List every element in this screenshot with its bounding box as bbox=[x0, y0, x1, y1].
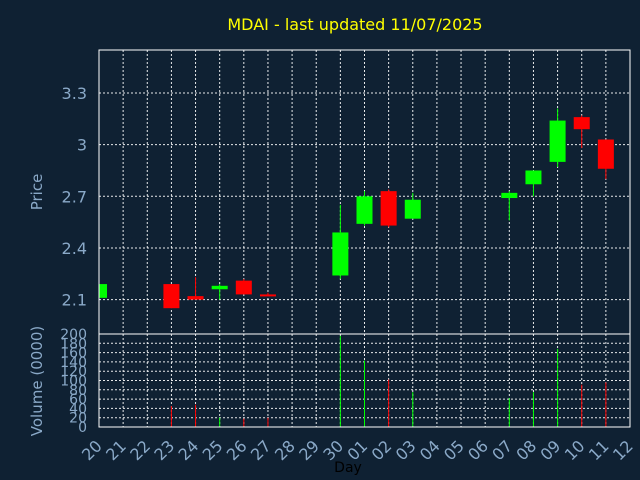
price-tick-label: 2.1 bbox=[62, 291, 87, 310]
volume-tick-label: 40 bbox=[69, 401, 87, 417]
volume-axis-label: Volume (0000) bbox=[28, 326, 46, 436]
volume-tick-label: 20 bbox=[69, 411, 87, 427]
volume-tick-label: 80 bbox=[69, 383, 87, 399]
candle-body bbox=[597, 139, 614, 169]
volume-tick-label: 160 bbox=[60, 346, 87, 362]
candle-body bbox=[163, 284, 180, 309]
candle-body bbox=[235, 280, 252, 295]
volume-tick-label: 120 bbox=[60, 364, 87, 380]
price-tick-label: 2.7 bbox=[62, 187, 87, 206]
candle-body bbox=[187, 296, 204, 300]
candle-body bbox=[99, 284, 107, 298]
candle-body bbox=[501, 192, 518, 199]
candle-body bbox=[332, 232, 349, 276]
volume-tick-label: 100 bbox=[60, 374, 87, 390]
x-axis-label: Day bbox=[334, 460, 362, 476]
x-tick-label: 12 bbox=[609, 436, 637, 464]
candle-body bbox=[549, 120, 566, 162]
price-tick-label: 2.4 bbox=[62, 239, 87, 258]
volume-panel-frame bbox=[98, 333, 631, 428]
volume-tick-label: 60 bbox=[69, 392, 87, 408]
price-tick-label: 3.3 bbox=[62, 84, 87, 103]
volume-tick-label: 0 bbox=[78, 420, 87, 436]
candle-body bbox=[356, 196, 373, 224]
candle-body bbox=[404, 199, 421, 219]
candle-body bbox=[525, 170, 542, 185]
candle-body bbox=[211, 285, 228, 290]
volume-tick-label: 180 bbox=[60, 336, 87, 352]
price-axis-label: Price bbox=[28, 174, 46, 211]
volume-tick-label: 140 bbox=[60, 355, 87, 371]
candle-body bbox=[259, 294, 276, 297]
chart-title: MDAI - last updated 11/07/2025 bbox=[227, 15, 482, 34]
candle-body bbox=[380, 191, 397, 226]
volume-tick-label: 200 bbox=[60, 327, 87, 343]
candle-body bbox=[573, 117, 590, 130]
price-tick-label: 3 bbox=[77, 136, 87, 155]
